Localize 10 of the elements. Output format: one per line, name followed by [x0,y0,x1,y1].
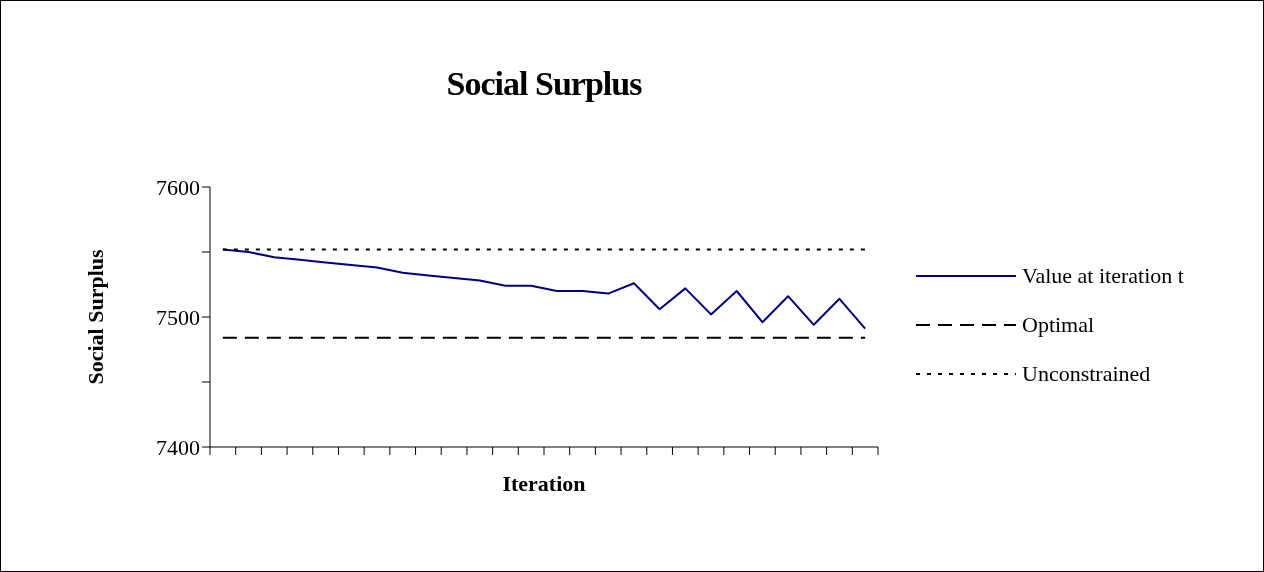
chart-title: Social Surplus [445,65,643,103]
line-series [221,248,867,330]
y-tick-label: 7600 [156,174,200,200]
legend-label: Optimal [1022,311,1095,338]
y-tick-label: 7400 [156,434,200,460]
x-axis-title: Iteration [501,471,587,497]
y-tick-label: 7500 [156,304,200,330]
y-axis-title: Social Surplus [83,249,109,385]
legend-label: Value at iteration t [1022,262,1184,289]
legend-label: Unconstrained [1022,360,1151,387]
